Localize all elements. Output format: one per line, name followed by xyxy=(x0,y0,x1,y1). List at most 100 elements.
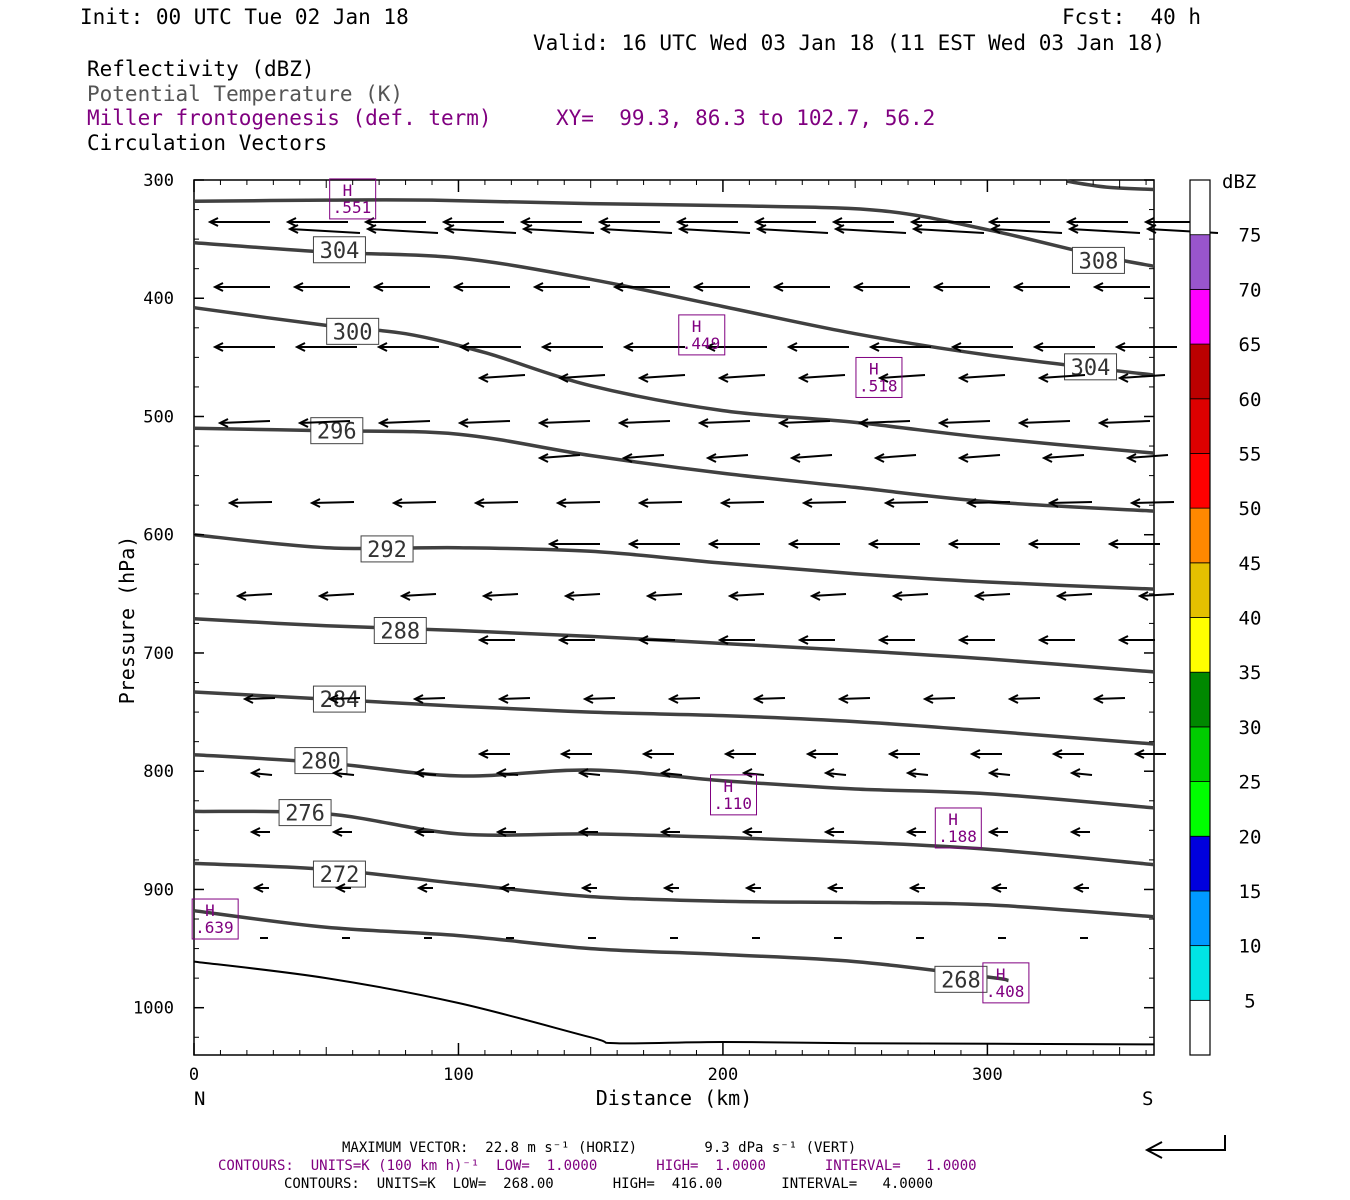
frontogenesis-max-label: H xyxy=(948,810,958,829)
circulation-vector xyxy=(242,694,276,704)
theta-contour-292-5 xyxy=(193,532,1155,591)
frontogenesis-max-value: .639 xyxy=(195,918,234,937)
y-tick-label: 900 xyxy=(143,880,174,900)
y-axis-label: Pressure (hPa) xyxy=(115,536,139,705)
circulation-vector xyxy=(831,217,894,227)
circulation-vector xyxy=(989,224,1063,234)
circulation-vector xyxy=(697,418,751,428)
circulation-vector xyxy=(990,883,1007,893)
y-tick-label: 600 xyxy=(143,526,174,546)
circulation-vector xyxy=(1097,418,1151,428)
circulation-vector xyxy=(852,282,910,292)
circulation-vector xyxy=(412,694,446,704)
circulation-vector xyxy=(577,827,598,837)
circulation-vector xyxy=(495,827,516,837)
circulation-vector xyxy=(1041,453,1085,463)
colorbar-level-label: 35 xyxy=(1239,662,1262,684)
colorbar-level-label: 25 xyxy=(1239,772,1262,794)
valid-time: Valid: 16 UTC Wed 03 Jan 18 (11 EST Wed … xyxy=(533,31,1166,55)
circulation-vector xyxy=(443,224,517,234)
theta-label-box xyxy=(1071,246,1125,274)
axes: 300 400 500 600 700 800 900 1000 0 100 200 300 xyxy=(133,171,1154,1085)
colorbar-swatch xyxy=(1189,562,1211,618)
circulation-vector xyxy=(1017,418,1071,428)
circulation-vector xyxy=(477,635,515,645)
circulation-vector xyxy=(582,694,616,704)
circulation-vector xyxy=(1055,591,1093,601)
circulation-vector xyxy=(719,498,765,508)
circulation-vector xyxy=(637,498,683,508)
circulation-vector xyxy=(217,418,271,428)
circulation-vector xyxy=(498,883,515,893)
frontogenesis-max-value: .551 xyxy=(333,198,372,217)
colorbar-swatch xyxy=(1189,835,1211,892)
circulation-vector xyxy=(391,498,437,508)
circulation-vector xyxy=(1092,282,1150,292)
frontogenesis-max: H.551 xyxy=(329,178,377,220)
circulation-vector xyxy=(1137,591,1175,601)
circulation-vector xyxy=(867,539,920,549)
circulation-vector xyxy=(1125,453,1169,463)
circulation-vector xyxy=(957,635,995,645)
circulation-vector xyxy=(621,453,665,463)
circulation-vector xyxy=(987,217,1050,227)
circulation-vector xyxy=(327,694,361,704)
colorbar-swatch xyxy=(1189,453,1211,509)
colorbar-level-label: 60 xyxy=(1239,389,1262,411)
circulation-vector xyxy=(1027,539,1080,549)
circulation-vector xyxy=(577,768,601,778)
circulation-vector xyxy=(937,418,991,428)
frontogenesis-max-label: H xyxy=(996,965,1006,984)
circulation-vector xyxy=(622,342,685,352)
circulation-vector xyxy=(612,282,670,292)
circulation-vector xyxy=(932,282,990,292)
circulation-vector xyxy=(287,224,361,234)
colorbar-level-label: 75 xyxy=(1239,225,1262,247)
colorbar-level-label: 50 xyxy=(1239,498,1262,520)
circulation-vector xyxy=(755,224,829,234)
circulation-vector xyxy=(537,453,581,463)
circulation-vector xyxy=(692,282,750,292)
circulation-vector xyxy=(887,749,920,759)
colorbar-swatch xyxy=(1189,999,1211,1056)
circulation-vector xyxy=(519,217,582,227)
circulation-vector xyxy=(1047,498,1093,508)
frontogenesis-max: H.188 xyxy=(934,807,982,849)
forecast-hour: Fcst: 40 h xyxy=(1062,5,1202,29)
south-label: S xyxy=(1142,1088,1153,1110)
circulation-vector xyxy=(987,827,1008,837)
circulation-vector xyxy=(837,694,871,704)
theta-label-296: 296 xyxy=(317,420,357,445)
circulation-vector xyxy=(473,498,519,508)
frontogenesis-max-label: H xyxy=(724,777,734,796)
circulation-vector xyxy=(249,768,273,778)
frontogenesis-max-label: H xyxy=(205,901,215,920)
theta-contours: 308 304 304 300 296 292 288 284 280 276 272 268 xyxy=(193,179,1155,993)
theta-label-box xyxy=(294,747,348,775)
circulation-vector xyxy=(376,342,439,352)
circulation-vector xyxy=(249,827,270,837)
y-tick-label: 1000 xyxy=(133,999,174,1019)
colorbar-level-label: 15 xyxy=(1239,881,1262,903)
colorbar-swatch xyxy=(1189,617,1211,673)
circulation-vector xyxy=(659,768,683,778)
circulation-vector xyxy=(1133,749,1166,759)
theta-contour-308-0 xyxy=(1066,179,1155,192)
circulation-vector xyxy=(441,217,504,227)
circulation-vector xyxy=(717,373,766,383)
circulation-vector xyxy=(413,827,434,837)
frontogenesis-max-label: H xyxy=(869,359,879,378)
circulation-vector xyxy=(786,342,849,352)
circulation-vector xyxy=(334,883,351,893)
circulation-vector xyxy=(957,373,1006,383)
circulation-vector xyxy=(212,342,275,352)
theta-label-276: 276 xyxy=(285,802,325,827)
circulation-vector xyxy=(772,282,830,292)
circulation-vector xyxy=(704,342,767,352)
y-tick-label: 500 xyxy=(143,407,174,427)
circulation-vector xyxy=(705,453,749,463)
circulation-vector xyxy=(805,749,838,759)
circulation-vector xyxy=(905,768,929,778)
cross-section-endpoints: XY= 99.3, 86.3 to 102.7, 56.2 xyxy=(556,106,936,130)
